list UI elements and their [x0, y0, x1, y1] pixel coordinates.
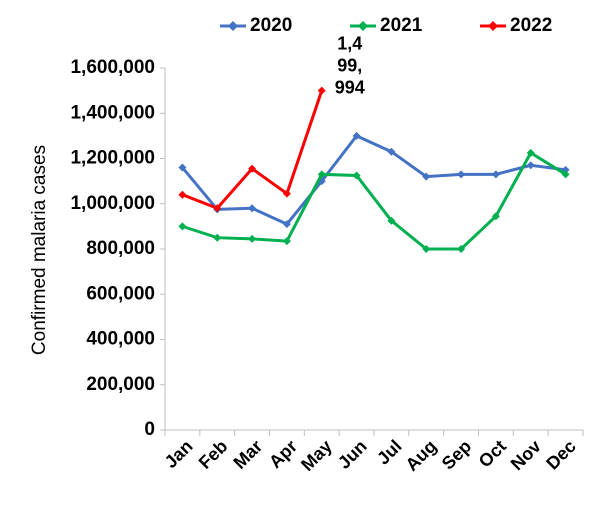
data-point	[213, 233, 222, 242]
data-point	[178, 163, 187, 172]
data-point	[213, 204, 222, 213]
x-tick-label: Feb	[195, 436, 232, 473]
legend-label: 2020	[250, 15, 292, 36]
data-label-line: 1,4	[337, 33, 362, 53]
x-tick-label: Aug	[402, 436, 441, 475]
legend-label: 2022	[510, 15, 552, 36]
data-point	[422, 245, 431, 253]
data-point	[526, 148, 535, 157]
x-tick-label: May	[297, 436, 336, 475]
data-point	[248, 204, 257, 213]
data-label: 1,4 99, 994	[335, 33, 365, 97]
y-tick-label: 1,400,000	[70, 102, 155, 123]
data-label-line: 99,	[337, 55, 362, 75]
y-tick-label: 1,600,000	[70, 57, 155, 78]
y-tick-label: 400,000	[86, 329, 155, 350]
x-tick-label: Sep	[438, 436, 475, 473]
data-point	[457, 170, 466, 179]
x-tick-label: Oct	[475, 436, 510, 471]
data-point	[282, 237, 291, 246]
y-tick-label: 200,000	[86, 374, 155, 395]
x-tick-label: Jun	[334, 436, 371, 473]
data-point	[457, 245, 466, 253]
y-tick-label: 600,000	[86, 283, 155, 304]
y-tick-label: 800,000	[86, 238, 155, 259]
y-tick-label: 1,200,000	[70, 148, 155, 169]
legend-label: 2021	[380, 15, 423, 36]
y-axis-label: Confirmed malaria cases	[29, 145, 50, 355]
data-point	[178, 222, 187, 231]
data-point	[282, 220, 291, 229]
x-tick-label: Jul	[373, 436, 406, 469]
data-point	[387, 147, 396, 156]
data-point	[422, 172, 431, 181]
data-point	[248, 234, 257, 243]
data-point	[491, 212, 500, 221]
x-tick-label: Dec	[542, 436, 579, 473]
x-tick-label: Jan	[161, 436, 197, 472]
y-tick-label: 0	[144, 419, 155, 440]
data-point	[352, 171, 361, 180]
data-point	[317, 86, 326, 95]
legend-marker	[488, 21, 498, 31]
data-point	[387, 216, 396, 225]
y-tick-label: 1,000,000	[70, 193, 155, 214]
data-point	[317, 170, 326, 179]
data-point	[526, 161, 535, 170]
series-line	[181, 134, 566, 226]
data-point	[248, 164, 257, 173]
data-point	[282, 189, 291, 198]
data-point	[352, 131, 361, 140]
x-tick-label: Nov	[507, 436, 545, 474]
series-line	[181, 150, 567, 251]
x-tick-label: Mar	[229, 436, 266, 473]
data-point	[561, 170, 570, 179]
data-label-line: 994	[335, 77, 365, 97]
data-point	[178, 190, 187, 199]
x-tick-label: Apr	[265, 436, 301, 472]
data-point	[491, 170, 500, 179]
legend-marker	[228, 21, 238, 31]
legend-marker	[358, 21, 368, 31]
